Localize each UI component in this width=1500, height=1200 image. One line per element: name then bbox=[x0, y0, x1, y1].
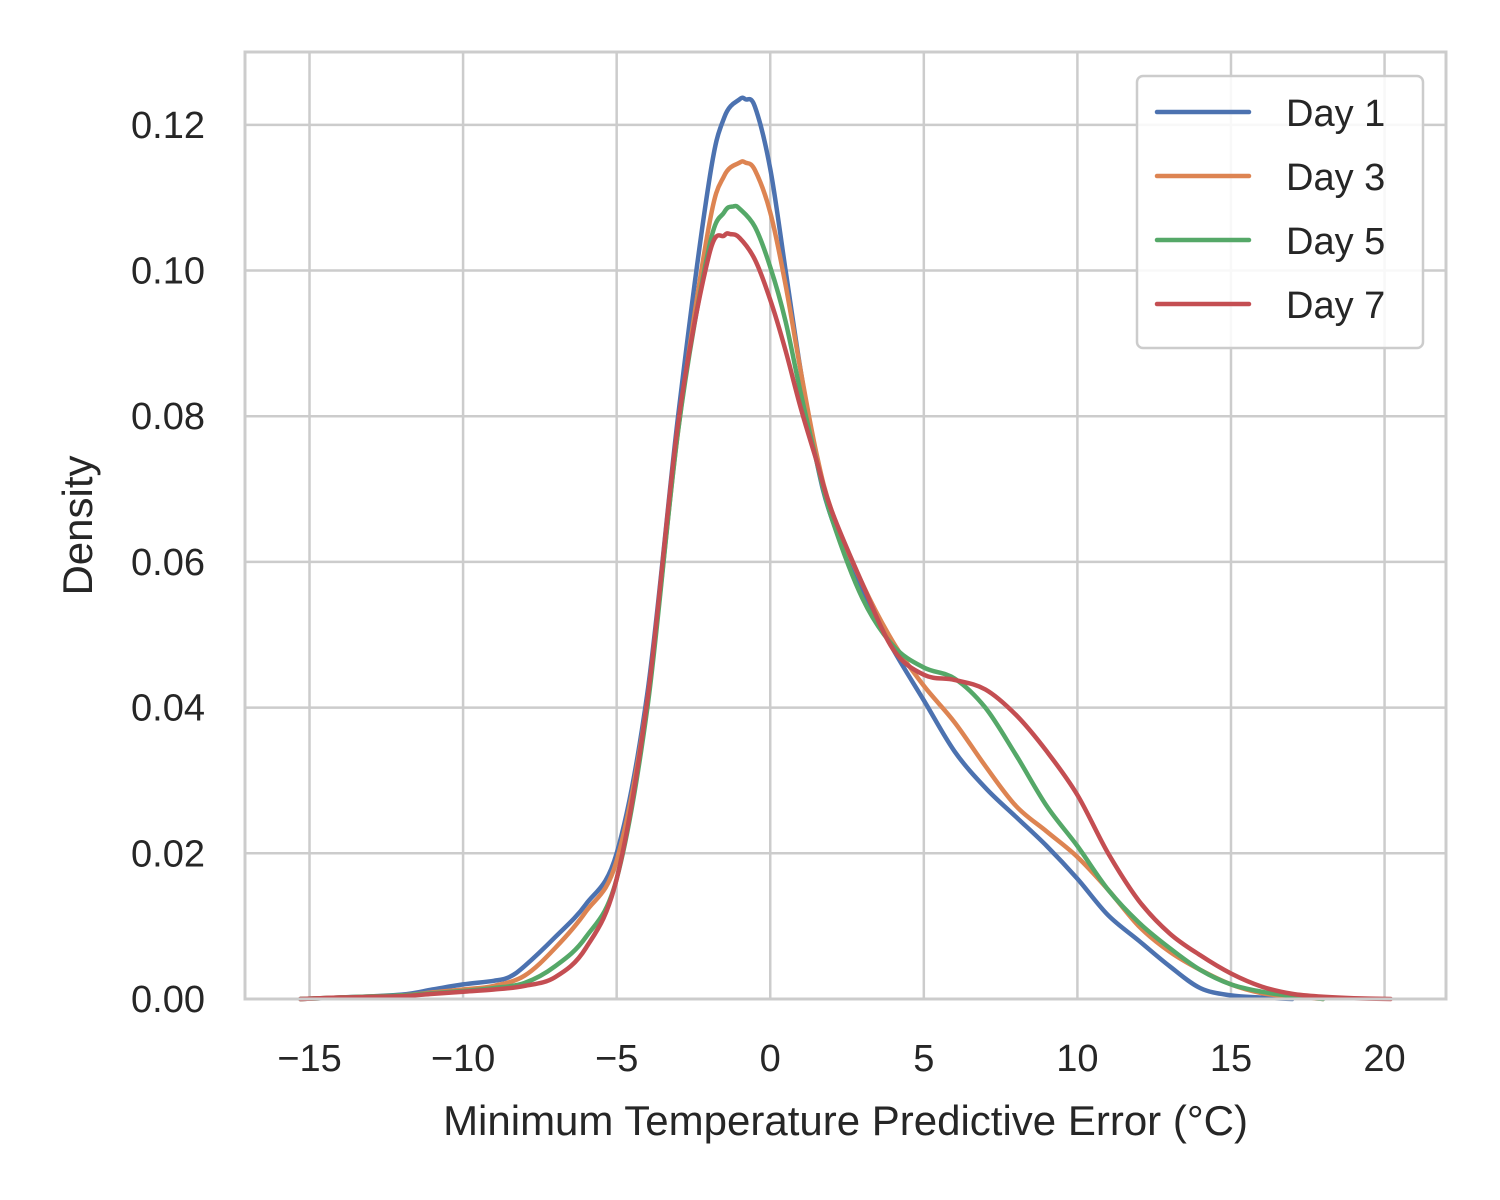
legend-box bbox=[1135, 74, 1425, 350]
x-axis-label: Minimum Temperature Predictive Error (°C… bbox=[443, 1097, 1248, 1144]
series-lines bbox=[298, 95, 1393, 1002]
x-tick-label: −10 bbox=[431, 1038, 495, 1080]
x-tick-label: −5 bbox=[595, 1038, 638, 1080]
x-tick-labels: −15 −10 −5 0 5 10 15 20 bbox=[277, 1038, 1405, 1080]
x-tick-label: 5 bbox=[913, 1038, 934, 1080]
x-tick-label: 0 bbox=[760, 1038, 781, 1080]
x-tick-label: 15 bbox=[1210, 1038, 1252, 1080]
x-tick-label: 20 bbox=[1363, 1038, 1405, 1080]
y-tick-label: 0.04 bbox=[131, 688, 205, 730]
legend-label-day-7: Day 7 bbox=[1286, 285, 1385, 327]
y-tick-label: 0.00 bbox=[131, 979, 205, 1021]
y-axis-label: Density bbox=[54, 455, 101, 595]
legend: Day 1 Day 3 Day 5 Day 7 bbox=[1135, 74, 1425, 350]
y-tick-label: 0.12 bbox=[131, 105, 205, 147]
legend-label-day-5: Day 5 bbox=[1286, 221, 1385, 263]
x-tick-label: −15 bbox=[277, 1038, 341, 1080]
legend-label-day-3: Day 3 bbox=[1286, 157, 1385, 199]
y-tick-labels: 0.00 0.02 0.04 0.06 0.08 0.10 0.12 bbox=[131, 105, 205, 1021]
series-line-day-5 bbox=[298, 203, 1326, 1002]
y-tick-label: 0.08 bbox=[131, 396, 205, 438]
plot-frame bbox=[243, 50, 1448, 1001]
series-line-day-1 bbox=[298, 95, 1295, 1002]
y-tick-label: 0.10 bbox=[131, 251, 205, 293]
y-tick-label: 0.02 bbox=[131, 833, 205, 875]
legend-label-day-1: Day 1 bbox=[1286, 93, 1385, 135]
series-line-day-7 bbox=[298, 231, 1393, 1002]
y-tick-label: 0.06 bbox=[131, 542, 205, 584]
x-tick-label: 10 bbox=[1056, 1038, 1098, 1080]
